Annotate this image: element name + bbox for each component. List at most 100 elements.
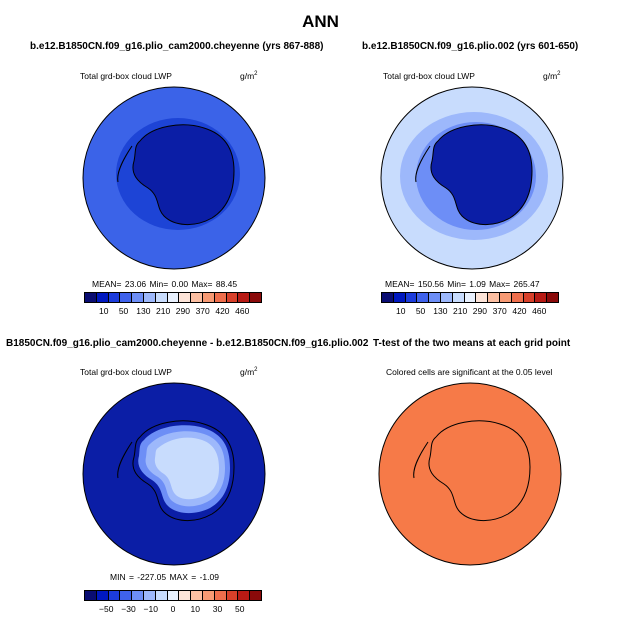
panel1-title: b.e12.B1850CN.f09_g16.plio_cam2000.cheye… xyxy=(30,41,324,52)
colorbar-swatch xyxy=(108,591,121,600)
panel3-variable-label: Total grd-box cloud LWP xyxy=(80,367,172,377)
panel1-polar-map xyxy=(82,86,266,270)
panel3-title: B1850CN.f09_g16.plio_cam2000.cheyenne - … xyxy=(6,338,369,349)
colorbar-tick-label: 290 xyxy=(472,306,487,316)
panel2-colorbar xyxy=(381,292,559,303)
colorbar-tick-label: 290 xyxy=(175,306,190,316)
panel2-antarctica xyxy=(430,124,533,225)
colorbar-swatch xyxy=(143,293,156,302)
colorbar-swatch xyxy=(85,591,97,600)
colorbar-tick-label: 420 xyxy=(215,306,230,316)
colorbar-swatch xyxy=(393,293,406,302)
panel2-units: g/m2 xyxy=(543,71,561,81)
colorbar-tick-label: 0 xyxy=(170,604,176,614)
colorbar-swatch xyxy=(226,591,239,600)
colorbar-swatch xyxy=(440,293,453,302)
colorbar-swatch xyxy=(547,293,558,302)
panel4-significance-field xyxy=(378,382,562,566)
colorbar-swatch xyxy=(179,293,192,302)
colorbar-swatch xyxy=(120,591,133,600)
figure-title: ANN xyxy=(302,12,339,31)
colorbar-swatch xyxy=(132,591,144,600)
colorbar-swatch xyxy=(167,293,180,302)
panel1-colorbar-ticks: 10 50 130 210 290 370 420 460 xyxy=(84,306,262,316)
panel3-antarctica-outline xyxy=(132,420,235,521)
colorbar-swatch xyxy=(452,293,465,302)
panel2-title: b.e12.B1850CN.f09_g16.plio.002 (yrs 601-… xyxy=(362,41,579,52)
panel1-stats: MEAN= 23.06 Min= 0.00 Max= 88.45 xyxy=(92,279,238,289)
colorbar-tick-label: 370 xyxy=(195,306,210,316)
colorbar-swatch xyxy=(382,293,394,302)
colorbar-swatch xyxy=(214,591,227,600)
panel1-colorbar xyxy=(84,292,262,303)
colorbar-tick-label: 10 xyxy=(190,604,200,614)
colorbar-swatch xyxy=(238,591,251,600)
colorbar-tick-label: 50 xyxy=(118,306,129,316)
panel3-antarctica-inner xyxy=(154,437,219,500)
colorbar-tick-label: 420 xyxy=(512,306,527,316)
colorbar-swatch xyxy=(535,293,548,302)
panel1-variable-label: Total grd-box cloud LWP xyxy=(80,71,172,81)
colorbar-tick-label: 210 xyxy=(453,306,468,316)
panel3-colorbar-ticks: −50 −30 −10 0 10 30 50 xyxy=(84,604,262,614)
panel1-peninsula xyxy=(117,145,133,183)
colorbar-swatch xyxy=(85,293,97,302)
panel4-title: T-test of the two means at each grid poi… xyxy=(373,338,571,349)
panel3-polar-map xyxy=(82,382,266,566)
colorbar-swatch xyxy=(523,293,536,302)
colorbar-swatch xyxy=(96,293,109,302)
colorbar-swatch xyxy=(143,591,156,600)
colorbar-swatch xyxy=(238,293,251,302)
colorbar-swatch xyxy=(214,293,227,302)
panel3-stats: MIN = -227.05 MAX = -1.09 xyxy=(110,572,219,582)
colorbar-swatch xyxy=(250,293,261,302)
colorbar-tick-label: 460 xyxy=(235,306,250,316)
colorbar-swatch xyxy=(499,293,512,302)
colorbar-swatch xyxy=(96,591,109,600)
colorbar-tick-label: −50 xyxy=(99,604,114,614)
colorbar-tick-label: 10 xyxy=(99,306,109,316)
colorbar-swatch xyxy=(191,591,203,600)
panel4-antarctica-outline xyxy=(428,420,531,521)
colorbar-swatch xyxy=(250,591,261,600)
panel3-colorbar xyxy=(84,590,262,601)
colorbar-swatch xyxy=(488,293,500,302)
panel2-peninsula xyxy=(415,145,431,183)
panel4-peninsula xyxy=(413,441,429,479)
panel3-units: g/m2 xyxy=(240,367,258,377)
colorbar-swatch xyxy=(191,293,203,302)
colorbar-tick-label: 130 xyxy=(136,306,151,316)
colorbar-swatch xyxy=(167,591,180,600)
colorbar-swatch xyxy=(132,293,144,302)
colorbar-tick-label: −30 xyxy=(121,604,136,614)
panel1-units: g/m2 xyxy=(240,71,258,81)
panel4-subtitle: Colored cells are significant at the 0.0… xyxy=(386,367,553,377)
panel1-antarctica xyxy=(132,124,235,225)
colorbar-swatch xyxy=(108,293,121,302)
colorbar-tick-label: 130 xyxy=(433,306,448,316)
colorbar-swatch xyxy=(179,591,192,600)
colorbar-swatch xyxy=(464,293,477,302)
panel2-polar-map xyxy=(380,86,564,270)
colorbar-swatch xyxy=(405,293,418,302)
colorbar-swatch xyxy=(202,293,215,302)
colorbar-swatch xyxy=(202,591,215,600)
panel4-polar-map xyxy=(378,382,562,566)
colorbar-tick-label: 50 xyxy=(235,604,245,614)
panel2-stats: MEAN= 150.56 Min= 1.09 Max= 265.47 xyxy=(385,279,540,289)
colorbar-tick-label: 30 xyxy=(212,604,223,614)
colorbar-tick-label: 460 xyxy=(532,306,547,316)
colorbar-tick-label: 50 xyxy=(415,306,426,316)
colorbar-swatch xyxy=(417,293,430,302)
colorbar-tick-label: 210 xyxy=(156,306,171,316)
colorbar-swatch xyxy=(476,293,489,302)
panel2-variable-label: Total grd-box cloud LWP xyxy=(383,71,475,81)
colorbar-swatch xyxy=(226,293,239,302)
colorbar-swatch xyxy=(429,293,441,302)
colorbar-tick-label: 370 xyxy=(492,306,507,316)
panel2-colorbar-ticks: 10 50 130 210 290 370 420 460 xyxy=(381,306,559,316)
colorbar-swatch xyxy=(155,293,168,302)
colorbar-swatch xyxy=(155,591,168,600)
colorbar-swatch xyxy=(511,293,524,302)
colorbar-tick-label: 10 xyxy=(396,306,406,316)
